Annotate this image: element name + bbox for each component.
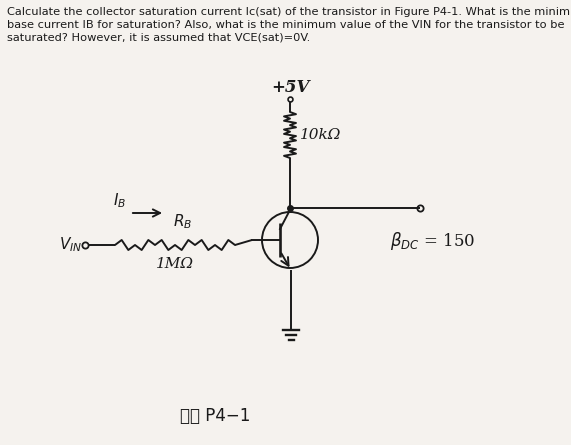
- Text: +5V: +5V: [271, 79, 309, 96]
- Text: saturated? However, it is assumed that VCE(sat)=0V.: saturated? However, it is assumed that V…: [7, 33, 310, 43]
- Text: $R_B$: $R_B$: [174, 212, 192, 231]
- Text: $V_{IN}$: $V_{IN}$: [59, 236, 82, 255]
- Text: Calculate the collector saturation current Ic(sat) of the transistor in Figure P: Calculate the collector saturation curre…: [7, 7, 571, 17]
- Text: 1MΩ: 1MΩ: [156, 257, 194, 271]
- Text: $I_B$: $I_B$: [113, 191, 126, 210]
- Text: $\beta_{DC}$ = 150: $\beta_{DC}$ = 150: [390, 230, 476, 252]
- Text: 10kΩ: 10kΩ: [300, 128, 341, 142]
- Text: 그림 P4−1: 그림 P4−1: [180, 407, 250, 425]
- Text: base current IB for saturation? Also, what is the minimum value of the VIN for t: base current IB for saturation? Also, wh…: [7, 20, 565, 30]
